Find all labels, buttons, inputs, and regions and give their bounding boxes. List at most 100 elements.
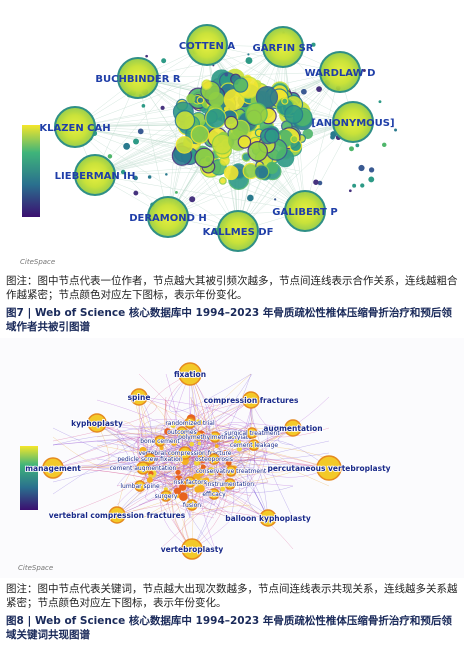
keyword-label: polymethylmethacrylate: [178, 434, 252, 441]
node: [174, 110, 196, 131]
keyword-label: cement leakage: [230, 442, 278, 449]
keyword-label: balloon kyphoplasty: [225, 514, 311, 523]
node: [196, 96, 205, 105]
node: [358, 164, 365, 172]
node: [161, 58, 167, 64]
node: [224, 72, 229, 77]
keyword-label: percutaneous vertebroplasty: [267, 464, 390, 473]
edge: [52, 467, 231, 519]
edge: [52, 440, 193, 469]
node: [137, 128, 144, 135]
keyword-network: CiteSpace fixation spine compression fract…: [0, 338, 464, 578]
node: [159, 445, 164, 451]
node: [120, 169, 126, 175]
node: [145, 54, 149, 58]
edge: [165, 452, 225, 497]
node: [179, 483, 187, 491]
edge: [116, 457, 198, 516]
node: [174, 475, 183, 484]
author-label: BUCHBINDER R: [95, 74, 180, 85]
author-node: [332, 101, 374, 143]
node: [201, 79, 212, 90]
node: [378, 100, 382, 104]
author-network: CiteSpace COTTEN A GARFIN SR WARDLAW D BUCH…: [20, 24, 398, 266]
keyword-node: [246, 427, 258, 439]
edge: [116, 422, 294, 516]
author-label: LIEBERMAN IH: [55, 171, 136, 182]
keyword-label: pedicle screw fixation: [117, 456, 183, 463]
edge: [227, 422, 294, 434]
node: [274, 198, 277, 201]
edge: [253, 439, 330, 469]
node: [245, 57, 253, 65]
keyword-node: [134, 480, 146, 492]
edge: [213, 457, 269, 519]
edge: [96, 399, 178, 469]
edge: [181, 373, 253, 435]
edge: [191, 396, 253, 550]
node: [317, 180, 323, 186]
node: [189, 441, 195, 447]
node: [368, 167, 375, 173]
edge: [191, 432, 269, 550]
node: [170, 422, 176, 428]
node: [290, 135, 299, 144]
keyword-node: [186, 499, 198, 511]
node: [214, 444, 219, 448]
node: [133, 138, 139, 145]
keyword-node: [181, 538, 203, 560]
node: [170, 438, 178, 446]
author-label: WARDLAW D: [305, 68, 376, 79]
network-edges: [52, 373, 330, 550]
node: [223, 165, 239, 181]
node: [313, 179, 319, 185]
node: [175, 190, 178, 194]
keyword-label: augmentation: [263, 424, 322, 433]
keyword-label: vertebral compression fractures: [49, 511, 186, 520]
author-node: [284, 190, 326, 232]
figure-caption: 图8 | Web of Science 核心数据库中 1994–2023 年骨质…: [6, 615, 452, 641]
node: [107, 154, 113, 159]
author-label: GALIBERT P: [272, 207, 337, 218]
node: [193, 460, 200, 466]
keyword-label: kyphoplasty: [71, 419, 123, 428]
keyword-node: [178, 446, 192, 460]
author-node: [54, 106, 96, 148]
keyword-label: instrumentation: [206, 481, 254, 488]
node: [284, 104, 304, 125]
edge: [169, 373, 252, 413]
keyword-node: [154, 435, 166, 447]
edge: [116, 458, 215, 516]
keyword-node: [87, 413, 107, 433]
node: [175, 136, 194, 154]
keyword-node: [248, 439, 260, 451]
node: [232, 77, 249, 93]
author-node: [319, 51, 361, 93]
edge: [171, 373, 252, 550]
edge: [116, 420, 193, 506]
node: [247, 141, 269, 162]
keyword-label: management: [25, 464, 81, 473]
keyword-node: [176, 426, 188, 438]
node: [232, 435, 236, 439]
node: [352, 183, 357, 188]
keyword-label: spine: [128, 393, 151, 402]
author-node: [217, 210, 259, 252]
edge: [52, 467, 269, 519]
keyword-label: fusion: [183, 502, 201, 509]
node: [237, 135, 252, 149]
edge: [74, 126, 239, 232]
node: [349, 146, 354, 152]
node: [244, 102, 268, 126]
author-label: KLAZEN CAH: [39, 123, 110, 134]
keyword-node: [225, 465, 237, 477]
node: [165, 173, 168, 176]
node: [247, 53, 250, 56]
node: [253, 164, 270, 180]
node: [218, 176, 227, 185]
node: [225, 460, 232, 466]
edge: [304, 71, 341, 212]
figure-caption: 图7 | Web of Science 核心数据库中 1994–2023 年骨质…: [6, 307, 452, 333]
keyword-label: randomized trial: [165, 420, 215, 427]
keyword-node: [184, 417, 196, 429]
